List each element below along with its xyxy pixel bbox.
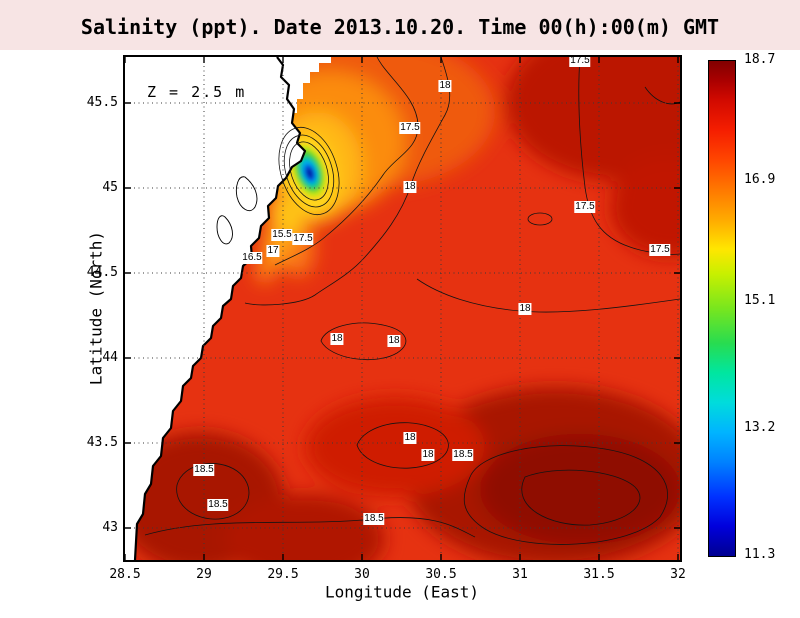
colorbar-tick-label: 15.1: [744, 292, 776, 308]
contour-label: 18.5: [363, 513, 385, 525]
map-canvas: Z = 2.5 m 17.5 18 17.5 18 17.5 17.5 15.5 17.5 17…: [123, 55, 682, 562]
title-band: [0, 0, 800, 50]
axis-tick-marks: [125, 57, 680, 560]
y-tick-label: 43: [102, 520, 118, 535]
contour-label: 16.5: [241, 252, 263, 264]
y-tick-label: 43.5: [86, 435, 118, 450]
contour-label: 18: [438, 80, 452, 92]
y-tick-label: 45: [102, 180, 118, 195]
contour-label: 18.5: [193, 464, 215, 476]
contour-label: 17.5: [399, 122, 421, 134]
depth-annotation: Z = 2.5 m: [147, 83, 247, 101]
contour-label: 17: [266, 245, 280, 257]
contour-label: 17.5: [649, 244, 671, 256]
x-tick-label: 31.5: [583, 567, 615, 582]
x-tick-label: 30.5: [425, 567, 457, 582]
x-tick-label: 29: [196, 567, 212, 582]
colorbar-tick-label: 11.3: [744, 547, 776, 562]
y-tick-label: 45.5: [86, 95, 118, 110]
contour-label: 17.5: [292, 233, 314, 245]
contour-label: 18.5: [207, 499, 229, 511]
contour-label: 17.5: [574, 201, 596, 213]
contour-label: 18: [518, 303, 532, 315]
contour-label: 18: [330, 333, 344, 345]
salinity-field-svg: [125, 57, 680, 560]
x-tick-label: 29.5: [267, 567, 299, 582]
page-title: Salinity (ppt). Date 2013.10.20. Time 00…: [80, 15, 720, 39]
colorbar: [708, 60, 736, 557]
y-tick-label: 44.5: [86, 265, 118, 280]
contour-label: 18: [387, 335, 401, 347]
coastline-path: [133, 57, 307, 560]
x-tick-label: 28.5: [109, 567, 141, 582]
x-axis-label: Longitude (East): [324, 582, 480, 602]
y-tick-label: 44: [102, 350, 118, 365]
x-tick-label: 32: [670, 567, 686, 582]
colorbar-tick-label: 13.2: [744, 419, 776, 435]
contour-label: 15.5: [271, 229, 293, 241]
contour-label: 17.5: [569, 55, 591, 67]
contour-label: 18.5: [452, 449, 474, 461]
colorbar-tick-label: 16.9: [744, 172, 776, 188]
x-tick-label: 31: [512, 567, 528, 582]
land-mass: [125, 57, 331, 560]
x-tick-label: 30: [354, 567, 370, 582]
colorbar-tick-label: 18.7: [744, 52, 776, 67]
contour-label: 18: [421, 449, 435, 461]
contour-lines: [144, 57, 680, 545]
coastal-lagoons: [216, 176, 258, 245]
contour-label: 18: [403, 432, 417, 444]
contour-label: 18: [403, 181, 417, 193]
